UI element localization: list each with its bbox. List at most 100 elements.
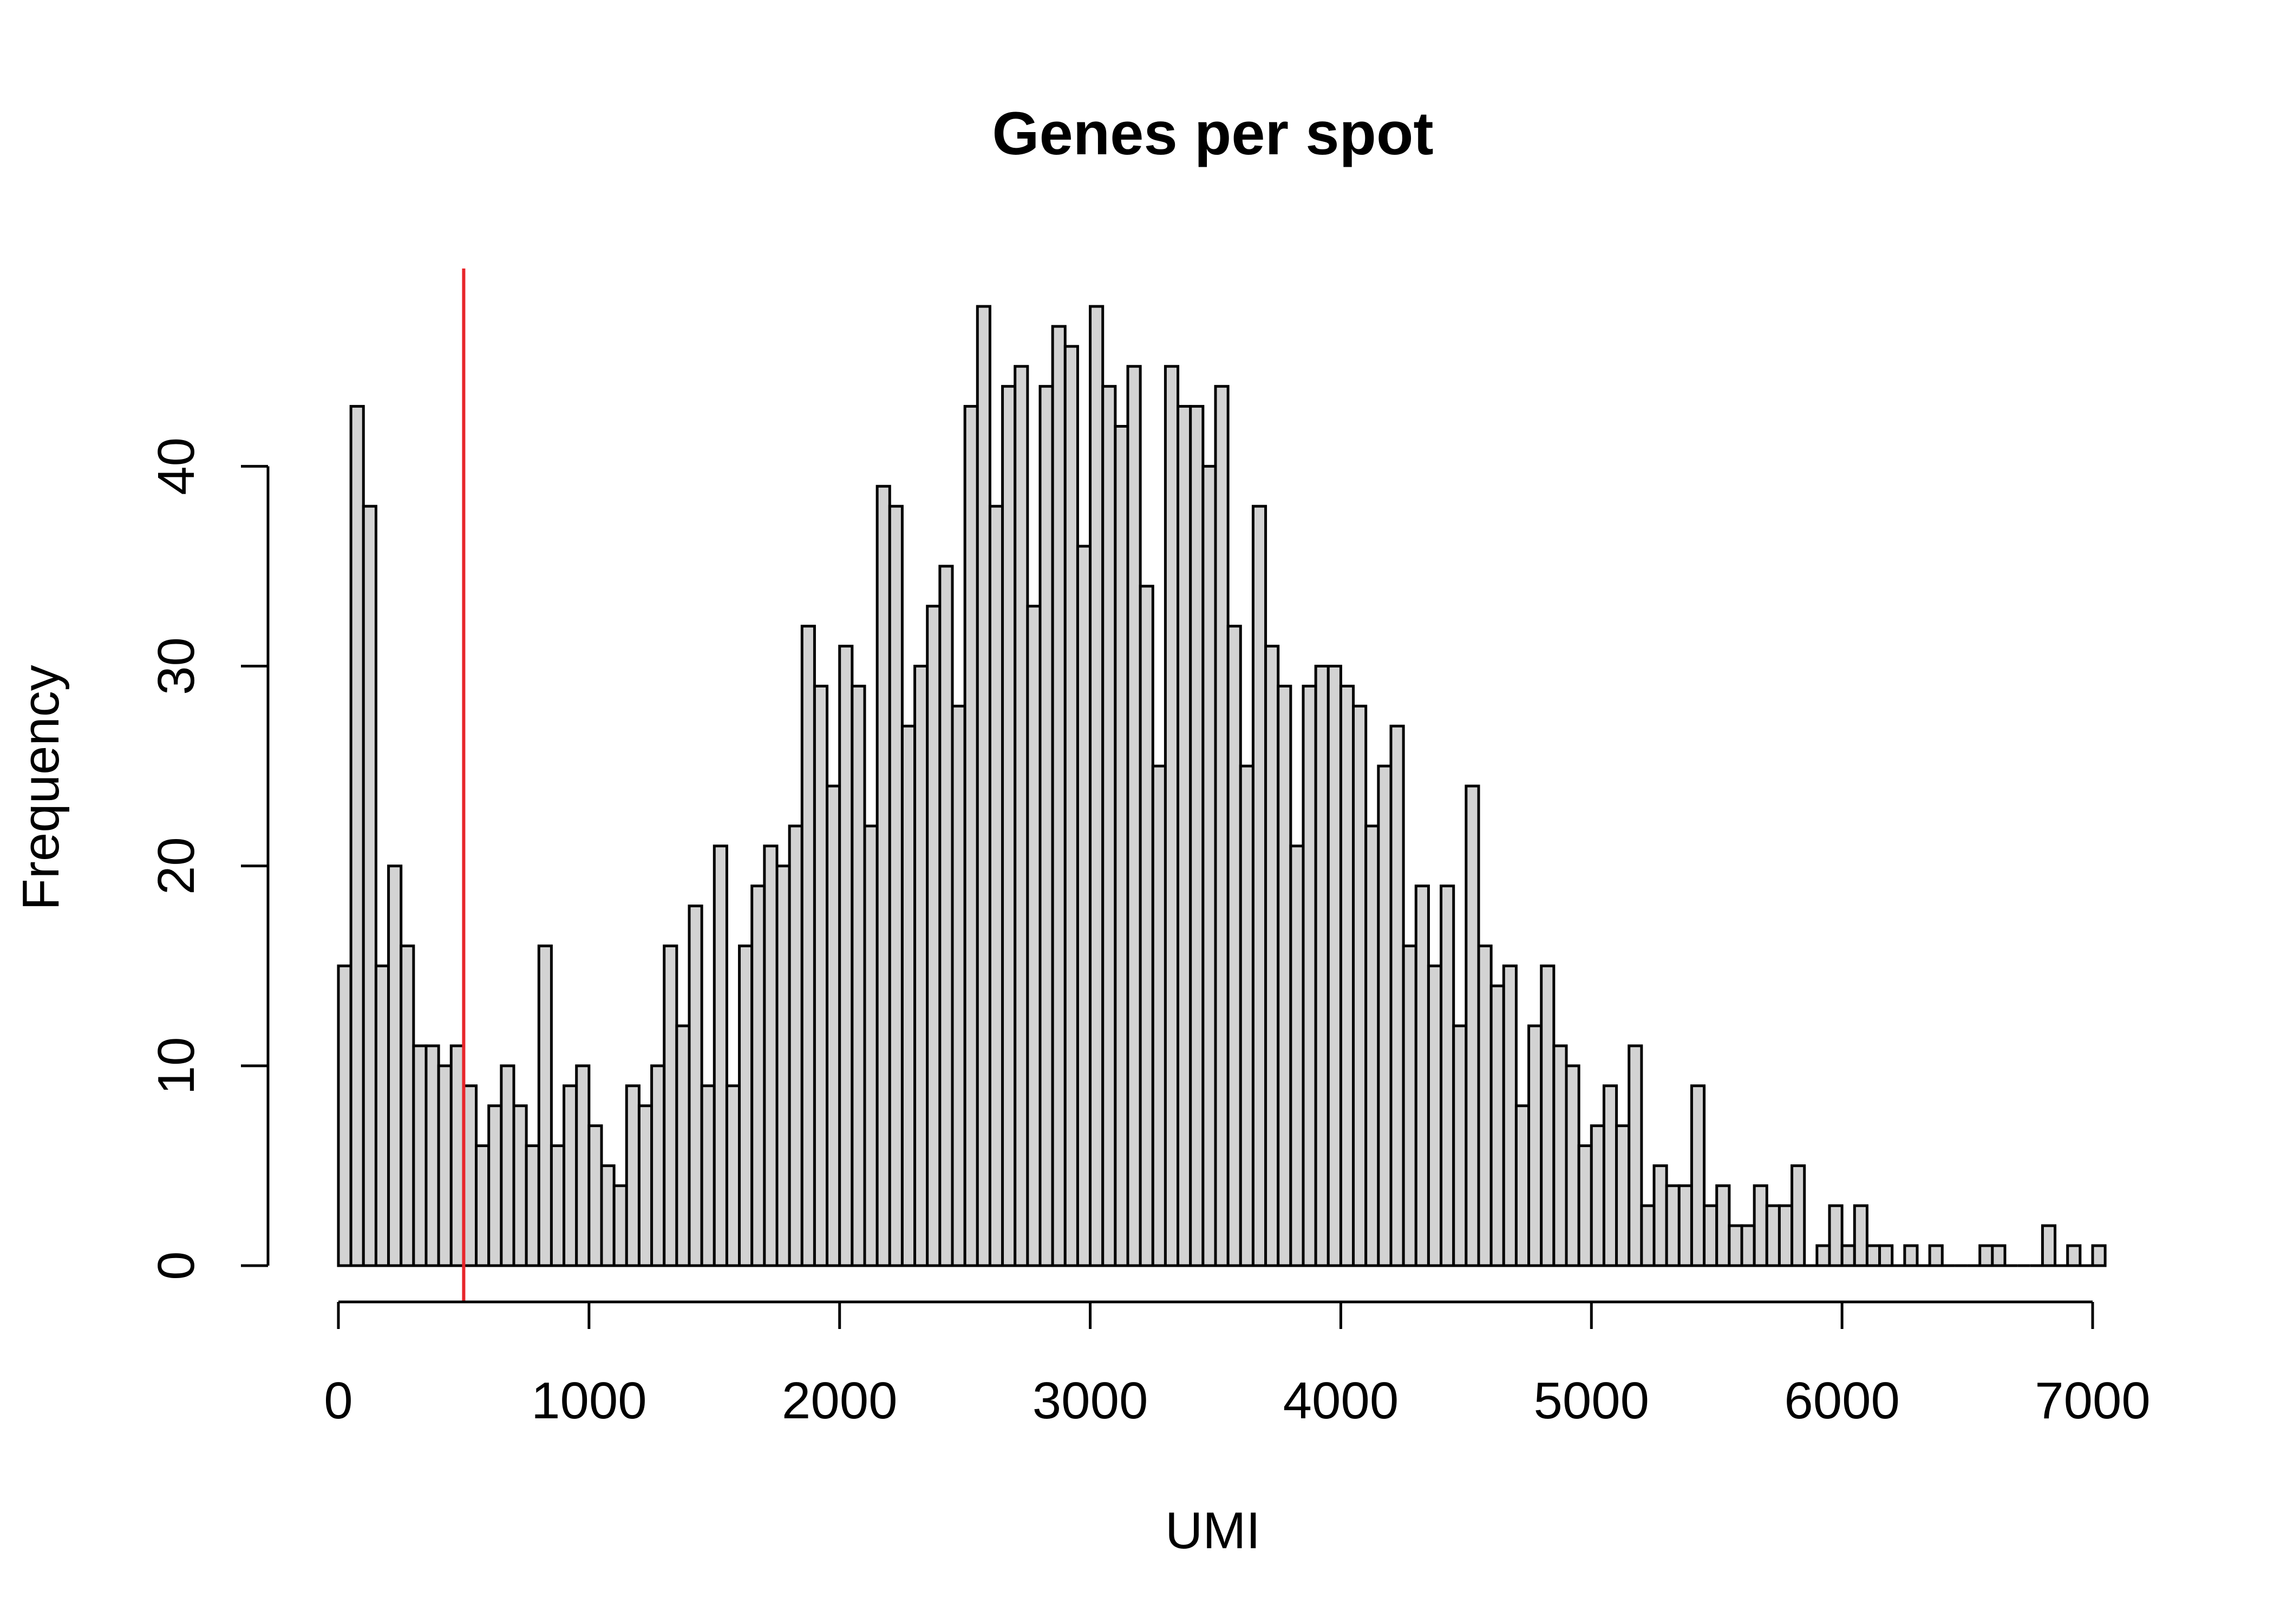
- histogram-bar: [1377, 764, 1393, 1267]
- histogram-bar: [1791, 1164, 1806, 1267]
- x-tick-label: 6000: [1784, 1372, 1900, 1430]
- histogram-bar: [1314, 665, 1330, 1267]
- histogram-bar: [1840, 1244, 1856, 1267]
- histogram-bar: [1251, 505, 1267, 1267]
- histogram-bar: [750, 885, 766, 1267]
- histogram-bar: [362, 505, 377, 1267]
- histogram-bar: [1277, 684, 1292, 1267]
- histogram-bar: [738, 944, 754, 1267]
- histogram-bar: [2041, 1224, 2057, 1267]
- histogram-bar: [851, 684, 866, 1267]
- histogram-bar: [1089, 305, 1105, 1267]
- histogram-bar: [1302, 684, 1317, 1267]
- histogram-bar: [663, 944, 678, 1267]
- histogram-bar: [1440, 885, 1455, 1267]
- histogram-bar: [1101, 385, 1117, 1267]
- histogram-bar: [1214, 385, 1230, 1267]
- histogram-bar: [888, 505, 904, 1267]
- histogram-bar: [1552, 1044, 1568, 1267]
- histogram-bar: [349, 405, 365, 1267]
- histogram-bar: [1565, 1064, 1580, 1267]
- histogram-bar: [500, 1064, 515, 1267]
- histogram-bar: [400, 944, 415, 1267]
- y-tick-label: 20: [147, 837, 205, 895]
- x-axis: 0 1000 2000 3000 4000 5000 6000 7000: [324, 1300, 2151, 1430]
- histogram-bar: [1878, 1244, 1894, 1267]
- histogram-bar: [1114, 425, 1129, 1267]
- histogram-bar: [412, 1044, 428, 1267]
- histogram-bar: [1577, 1144, 1593, 1267]
- histogram-bar: [1778, 1204, 1794, 1267]
- histogram-bar: [688, 905, 703, 1267]
- histogram-bar: [951, 704, 966, 1267]
- histogram-bar: [763, 844, 779, 1267]
- histogram-bar: [1038, 385, 1054, 1267]
- histogram-bar: [1239, 764, 1254, 1267]
- histogram-bar: [775, 865, 791, 1267]
- histogram-bar: [675, 1024, 691, 1267]
- histogram-bar: [1489, 984, 1505, 1267]
- histogram-bar: [725, 1084, 741, 1267]
- histogram-bar: [788, 824, 803, 1267]
- histogram-bar: [1514, 1104, 1531, 1267]
- histogram-bar: [525, 1144, 540, 1267]
- histogram-bar: [612, 1184, 628, 1267]
- histogram-bar: [963, 405, 979, 1267]
- histogram-bar: [1289, 844, 1305, 1267]
- histogram-bar: [976, 305, 991, 1267]
- histogram-bar: [475, 1144, 491, 1267]
- chart-title: Genes per spot: [992, 100, 1433, 167]
- histogram-bar: [713, 844, 728, 1267]
- histogram-bar: [1402, 944, 1417, 1267]
- histogram-bar: [1765, 1204, 1781, 1267]
- histogram-bar: [1828, 1204, 1844, 1267]
- histogram-bar: [1201, 464, 1217, 1267]
- histogram-bar: [1389, 724, 1405, 1267]
- histogram-bar: [913, 665, 929, 1267]
- histogram-bar: [563, 1084, 578, 1267]
- histogram-bar: [1640, 1204, 1656, 1267]
- histogram-bar: [1628, 1044, 1643, 1267]
- histogram-bar: [1740, 1224, 1756, 1267]
- histogram-bar: [637, 1104, 654, 1267]
- histogram-bar: [2091, 1244, 2107, 1267]
- y-tick-label: 10: [147, 1037, 205, 1095]
- histogram-bar: [575, 1064, 591, 1267]
- x-tick-label: 3000: [1033, 1372, 1148, 1430]
- histogram-bar: [2066, 1244, 2082, 1267]
- histogram-bar: [1978, 1244, 1994, 1267]
- histogram-bar: [1903, 1244, 1919, 1267]
- histogram-bar: [600, 1164, 616, 1267]
- histogram-bar: [1014, 365, 1029, 1267]
- histogram-bar: [900, 724, 917, 1267]
- y-axis-label: Frequency: [12, 665, 70, 911]
- histogram-bar: [1164, 365, 1180, 1267]
- histogram-bar: [424, 1044, 440, 1267]
- histogram-bar: [1264, 645, 1280, 1267]
- histogram-bar: [1865, 1244, 1881, 1267]
- histogram-bar: [1364, 824, 1380, 1267]
- histogram-bar: [437, 1064, 453, 1267]
- histogram-bar: [826, 784, 841, 1267]
- histogram-bar: [1652, 1164, 1668, 1267]
- histogram-bar: [875, 484, 891, 1267]
- histogram-bar: [988, 505, 1004, 1267]
- histogram-bar: [1590, 1124, 1605, 1267]
- x-tick-label: 0: [324, 1372, 352, 1430]
- histogram-bar: [1427, 964, 1443, 1267]
- x-tick-label: 2000: [782, 1372, 898, 1430]
- histogram-bar: [487, 1104, 503, 1267]
- histogram-bar: [1690, 1084, 1706, 1267]
- histogram-bar: [1414, 885, 1430, 1267]
- histogram-bar: [512, 1104, 528, 1267]
- histogram-bar: [1615, 1124, 1631, 1267]
- histogram-bar: [1139, 585, 1154, 1267]
- histogram-bar: [1728, 1224, 1743, 1267]
- histogram-bar: [1189, 405, 1205, 1267]
- histogram-bar: [1126, 365, 1142, 1267]
- histogram-bar: [1477, 944, 1493, 1267]
- histogram-bar: [938, 565, 954, 1267]
- histogram-bar: [1815, 1244, 1831, 1267]
- histogram-bar: [550, 1144, 566, 1267]
- histogram-bar: [462, 1084, 478, 1267]
